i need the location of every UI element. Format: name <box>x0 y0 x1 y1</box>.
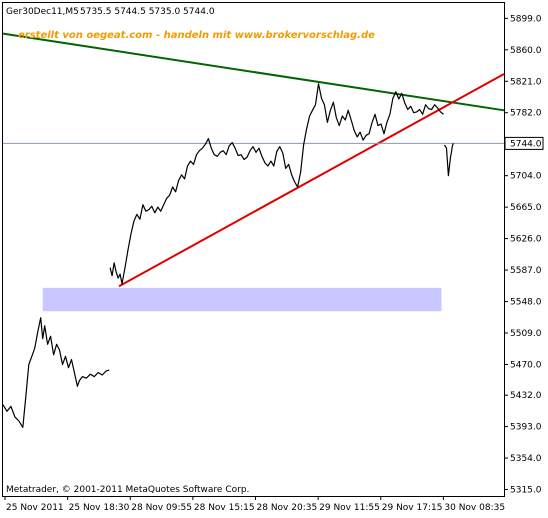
zones-layer <box>42 287 442 312</box>
y-tick-label: 5315.0 <box>510 486 542 496</box>
current-price-tag: 5744.0 <box>504 136 544 150</box>
chart-info-ohlc: 5735.5 5744.5 5735.0 5744.0 <box>80 7 215 17</box>
x-tick-label: 29 Nov 11:55 <box>319 503 380 513</box>
x-tick-label: 28 Nov 20:35 <box>257 503 318 513</box>
x-tick-label: 29 Nov 17:15 <box>382 503 443 513</box>
y-tick-label: 5470.0 <box>510 360 542 370</box>
x-axis-ticks: 25 Nov 2011 25 Nov 18:30 28 Nov 09:55 28 No… <box>4 496 505 513</box>
copyright-footer: Metatrader, © 2001-2011 MetaQuotes Softw… <box>6 485 249 495</box>
y-tick-label: 5821.0 <box>510 77 542 87</box>
chart-info-symbol: Ger30Dec11,M5 <box>6 7 79 17</box>
y-tick-label: 5704.0 <box>510 172 542 182</box>
y-tick-label: 5860.0 <box>510 46 542 56</box>
demand-zone <box>42 287 442 312</box>
current-price-tag-background <box>504 136 544 150</box>
price-series-segment <box>109 83 444 285</box>
price-series-segment <box>2 317 110 428</box>
descending-resistance-trendline <box>2 32 505 112</box>
y-tick-label: 5899.0 <box>510 14 542 24</box>
y-tick-label: 5587.0 <box>510 266 542 276</box>
current-price-tag-text: 5744.0 <box>510 139 542 149</box>
price-series-layer <box>2 83 454 428</box>
trendlines-layer <box>2 32 505 288</box>
y-tick-label: 5354.0 <box>510 454 542 464</box>
y-tick-label: 5509.0 <box>510 329 542 339</box>
x-tick-label: 25 Nov 18:30 <box>69 503 130 513</box>
y-tick-label: 5626.0 <box>510 235 542 245</box>
watermark-text: erstellt von oegeat.com - handeln mit ww… <box>18 30 375 41</box>
y-tick-label: 5432.0 <box>510 391 542 401</box>
x-tick-label: 30 Nov 08:35 <box>444 503 505 513</box>
y-tick-label: 5548.0 <box>510 298 542 308</box>
y-tick-label: 5665.0 <box>510 203 542 213</box>
x-tick-label: 28 Nov 15:15 <box>194 503 255 513</box>
y-tick-label: 5393.0 <box>510 423 542 433</box>
x-tick-label: 28 Nov 09:55 <box>131 503 192 513</box>
ascending-support-trendline <box>118 73 505 288</box>
x-tick-label: 25 Nov 2011 <box>6 503 64 513</box>
y-tick-label: 5782.0 <box>510 109 542 119</box>
price-series-segment <box>443 143 454 177</box>
y-axis-ticks: 5899.0 5860.0 5821.0 5782.0 5704.0 5665.0 5626… <box>504 14 542 496</box>
